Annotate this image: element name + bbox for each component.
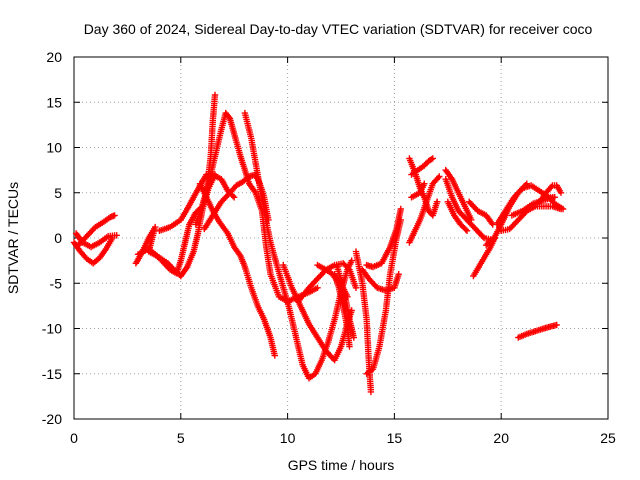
y-axis-label: SDTVAR / TECUs [5,182,21,294]
marker-trail [72,230,120,251]
marker-trail [295,260,360,305]
series-arc-36 [545,194,567,213]
marker-trail [196,180,278,359]
marker-trail [444,198,471,234]
marker-trail [489,180,530,244]
series-arc-25 [442,176,496,243]
y-tick-label: -15 [42,366,62,382]
series-arc-17 [363,205,404,271]
y-tick-label: 0 [54,230,62,246]
series-arc-28 [466,198,496,228]
x-tick-label: 20 [493,430,509,446]
x-tick-label: 10 [280,430,296,446]
series-arc-27 [444,198,471,234]
x-tick-label: 5 [177,430,185,446]
marker-trail [408,155,436,178]
marker-trail [515,321,560,341]
series-arc-21 [408,155,436,178]
y-tick-label: 5 [54,185,62,201]
series-arc-26 [442,166,475,224]
grid-lines [74,57,608,419]
marker-trail [408,180,428,201]
series-arc-23 [408,180,428,201]
marker-trail [70,234,116,267]
series-arc-10 [241,109,355,382]
series-arc-32 [489,180,530,244]
x-axis-label: GPS time / hours [288,457,395,473]
series-arc-7 [196,180,278,359]
series-arc-16 [352,248,375,396]
marker-trail [363,216,404,377]
series-arc-15 [333,261,351,300]
series-arc-22 [406,173,443,246]
x-tick-label: 25 [600,430,616,446]
marker-trail [333,261,351,300]
series-arc-3 [72,230,120,251]
marker-trail [442,166,475,224]
marker-trail [442,176,496,243]
marker-trail [545,194,567,213]
x-tick-label: 0 [70,430,78,446]
y-tick-label: 15 [46,94,62,110]
series-arc-1 [70,234,116,267]
y-tick-label: -10 [42,321,62,337]
y-tick-label: -5 [50,275,63,291]
marker-trail [406,173,443,246]
chart-title: Day 360 of 2024, Sidereal Day-to-day VTE… [84,21,593,37]
marker-trail [363,205,404,271]
marker-trail [352,248,375,396]
series-arc-19 [363,216,404,377]
marker-trail [466,198,496,228]
marker-trail [536,182,565,205]
data-marks [70,91,567,396]
y-tick-label: 10 [46,140,62,156]
series-arc-37 [515,321,560,341]
series-arc-14 [331,271,353,350]
marker-trail [433,198,441,205]
marker-trail [331,271,353,350]
marker-trail [241,109,355,382]
series-arc-24 [433,198,441,205]
axis-ticks: 0 5 10 15 20 25 -20 -15 -10 -5 0 5 10 15 20 [42,49,616,446]
y-tick-label: 20 [46,49,62,65]
y-tick-label: -20 [42,411,62,427]
series-arc-13 [295,260,360,305]
series-arc-35 [536,182,565,205]
x-tick-label: 15 [387,430,403,446]
